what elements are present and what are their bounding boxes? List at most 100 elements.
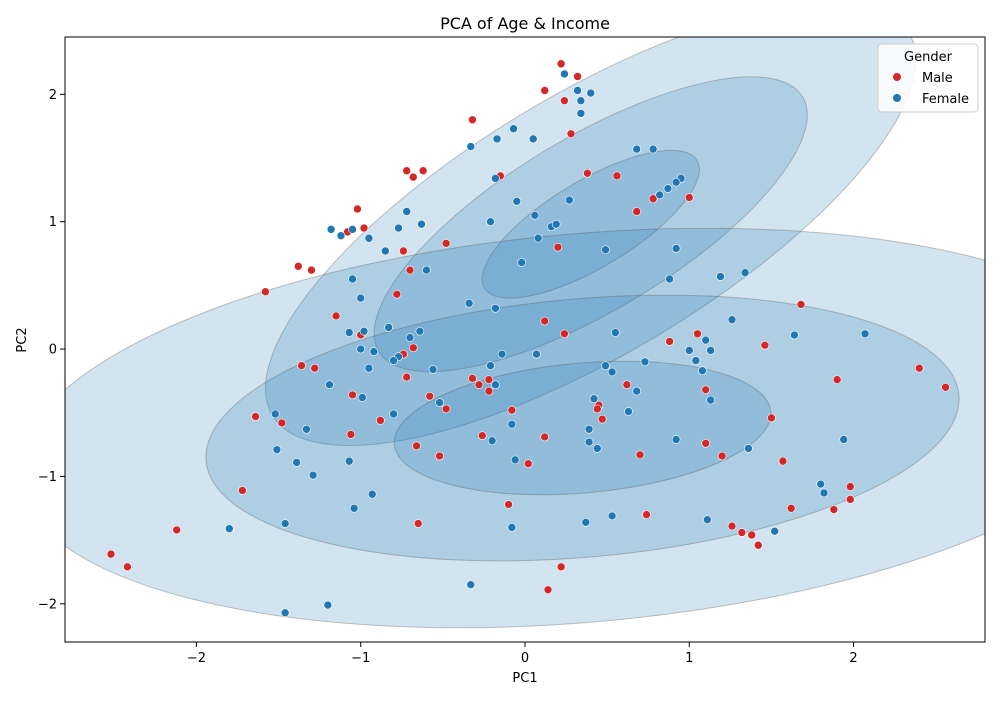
point-female	[560, 69, 569, 79]
point-male	[727, 521, 737, 531]
point-female	[648, 144, 658, 154]
point-female	[491, 303, 500, 313]
point-male	[829, 505, 839, 514]
point-female	[507, 523, 517, 532]
point-female	[356, 344, 366, 354]
point-male	[261, 287, 270, 297]
point-female	[607, 511, 617, 521]
point-male	[753, 540, 763, 550]
legend-label-male: Male	[922, 71, 953, 86]
point-male	[331, 311, 341, 321]
point-female	[466, 142, 476, 151]
point-male	[914, 363, 924, 373]
point-female	[492, 134, 502, 144]
point-female	[280, 519, 290, 528]
point-male	[399, 246, 408, 256]
y-tick-label: −2	[38, 597, 57, 612]
point-female	[394, 223, 403, 233]
point-female	[530, 211, 540, 220]
point-male	[307, 265, 316, 275]
point-male	[717, 451, 727, 461]
confidence-ellipse-male-3sd	[65, 227, 985, 629]
point-female	[415, 326, 425, 336]
point-male	[507, 405, 517, 415]
point-female	[706, 395, 715, 405]
point-male	[238, 486, 247, 495]
point-female	[581, 517, 591, 527]
point-male	[642, 510, 651, 519]
point-female	[589, 394, 599, 404]
point-male	[778, 456, 788, 466]
point-male	[310, 363, 320, 373]
point-male	[786, 503, 796, 513]
point-female	[632, 144, 642, 154]
point-male	[560, 329, 569, 339]
point-female	[701, 335, 711, 345]
point-male	[376, 416, 385, 425]
point-female	[592, 444, 602, 453]
point-female	[533, 233, 543, 243]
point-female	[292, 458, 301, 467]
point-male	[353, 204, 362, 214]
point-male	[441, 404, 451, 414]
point-male	[348, 390, 357, 400]
point-male	[523, 459, 533, 468]
point-female	[624, 407, 633, 416]
point-male	[172, 525, 182, 535]
point-female	[359, 326, 369, 336]
y-tick-label: 0	[49, 343, 57, 358]
x-tick-label: −2	[187, 651, 206, 666]
point-male	[484, 375, 494, 384]
point-male	[408, 343, 418, 353]
y-tick-label: −1	[38, 470, 57, 485]
point-female	[497, 349, 507, 359]
point-male	[747, 530, 757, 540]
chart-title: PCA of Age & Income	[440, 14, 610, 33]
point-male	[441, 239, 451, 248]
point-female	[326, 225, 336, 234]
legend-marker-female	[893, 94, 901, 102]
legend-label-female: Female	[922, 92, 969, 107]
point-female	[703, 515, 712, 525]
point-female	[716, 272, 725, 281]
point-female	[671, 244, 681, 253]
point-female	[665, 274, 674, 284]
point-female	[466, 580, 476, 589]
point-male	[693, 329, 702, 339]
point-male	[573, 72, 582, 81]
point-female	[671, 435, 681, 444]
point-female	[551, 219, 561, 229]
point-female	[364, 233, 374, 243]
point-male	[425, 391, 435, 401]
point-female	[356, 293, 366, 303]
point-female	[417, 219, 426, 229]
point-female	[601, 245, 610, 255]
point-female	[344, 328, 354, 337]
point-male	[359, 223, 369, 233]
point-female	[576, 109, 586, 118]
point-male	[845, 495, 855, 504]
point-female	[790, 330, 799, 340]
point-male	[556, 59, 566, 69]
point-female	[770, 526, 780, 536]
point-male	[684, 193, 694, 202]
point-female	[323, 600, 333, 610]
point-male	[566, 129, 576, 139]
legend-title: Gender	[904, 50, 953, 65]
point-male	[632, 207, 642, 216]
y-tick-label: 2	[49, 88, 57, 103]
point-male	[543, 585, 553, 595]
confidence-ellipse-female-2sd	[373, 76, 808, 373]
point-male	[106, 549, 116, 559]
point-male	[553, 242, 563, 252]
point-female	[428, 365, 438, 374]
point-male	[123, 562, 132, 572]
y-axis-ticks: −2 −1 0 1 2	[38, 88, 65, 612]
point-female	[486, 217, 495, 226]
point-female	[507, 419, 517, 429]
point-female	[349, 503, 359, 513]
point-female	[584, 437, 594, 447]
point-female	[348, 274, 357, 284]
y-axis-label: PC2	[15, 327, 30, 352]
